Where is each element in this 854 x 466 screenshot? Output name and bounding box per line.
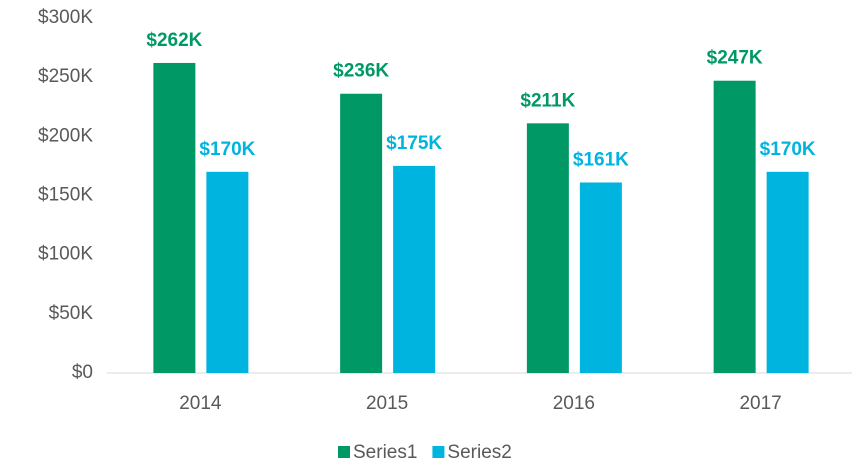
legend-label: Series1 (353, 442, 417, 463)
y-tick-label: $250K (38, 66, 93, 87)
y-tick-label: $300K (38, 7, 93, 28)
bar (579, 182, 622, 373)
bar (713, 80, 756, 373)
bar (766, 171, 809, 373)
y-tick-label: $150K (38, 185, 93, 206)
bar (206, 171, 249, 373)
data-label: $170K (199, 139, 255, 160)
y-tick-label: $50K (49, 303, 94, 324)
data-label: $247K (707, 48, 763, 69)
data-label: $211K (520, 90, 575, 111)
data-label: $175K (386, 133, 442, 154)
legend-swatch (338, 446, 350, 458)
data-label: $262K (146, 30, 202, 51)
bar (340, 93, 383, 373)
data-label: $170K (760, 139, 816, 160)
bar (153, 62, 196, 373)
x-tick-label: 2017 (739, 393, 781, 414)
bar (393, 165, 436, 373)
bar (526, 123, 569, 373)
y-tick-label: $0 (72, 362, 93, 383)
x-tick-label: 2014 (179, 393, 222, 414)
legend-label: Series2 (447, 442, 511, 463)
data-label: $161K (573, 149, 629, 170)
data-label: $236K (333, 61, 389, 82)
y-tick-label: $200K (38, 125, 93, 146)
y-tick-label: $100K (38, 244, 93, 265)
legend-swatch (432, 446, 445, 458)
x-tick-label: 2016 (553, 393, 595, 414)
x-tick-label: 2015 (366, 393, 408, 414)
